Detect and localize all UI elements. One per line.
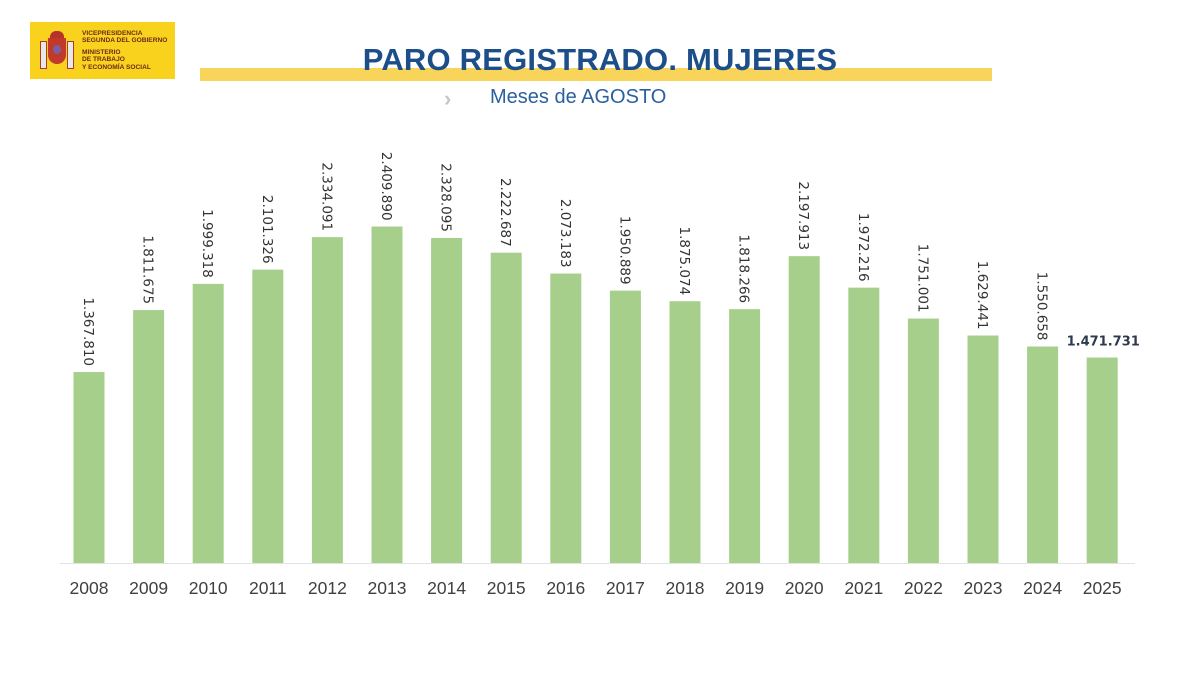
x-tick-label: 2020 [785,578,824,598]
chart-title: PARO REGISTRADO. MUJERES [362,42,838,77]
x-tick-label: 2016 [546,578,585,598]
ministry-logo: VICEPRESIDENCIA SEGUNDA DEL GOBIERNO MINI… [30,22,175,79]
data-label-2014: 2.328.095 [438,163,454,232]
bar-2016 [550,273,582,563]
bar-2012 [311,237,343,563]
x-tick-label: 2010 [189,578,228,598]
bar-2024 [1027,346,1059,563]
data-label-2010: 1.999.318 [199,209,215,278]
bar-2010 [192,283,224,563]
x-tick-label: 2025 [1083,578,1122,598]
data-label-2020: 2.197.913 [795,181,811,250]
x-tick-label: 2014 [427,578,466,598]
x-tick-label: 2022 [904,578,943,598]
x-tick-label: 2024 [1023,578,1062,598]
title-highlight-band [200,68,992,81]
bar-2008 [73,372,105,563]
logo-text-ministerio: MINISTERIO DE TRABAJO Y ECONOMÍA SOCIAL [82,49,151,71]
bar-2018 [669,301,701,563]
bar-2022 [907,318,939,563]
data-label-2025: 1.471.731 [1067,335,1140,350]
x-tick-label: 2017 [606,578,645,598]
x-tick-label: 2011 [249,578,287,598]
bar-2017 [609,290,641,563]
data-label-2023: 1.629.441 [974,261,990,330]
bar-2023 [967,335,999,563]
data-label-2015: 2.222.687 [497,178,513,247]
data-label-2008: 1.367.810 [80,297,96,366]
bar-2013 [371,226,403,563]
logo-text-vicepresidencia: VICEPRESIDENCIA SEGUNDA DEL GOBIERNO [82,30,168,45]
data-label-2022: 1.751.001 [914,244,930,313]
x-tick-label: 2008 [70,578,109,598]
x-tick-label: 2009 [129,578,168,598]
data-label-2017: 1.950.889 [616,216,632,285]
data-label-2012: 2.334.091 [318,162,334,231]
x-tick-label: 2013 [368,578,407,598]
x-tick-label: 2018 [666,578,705,598]
x-tick-label: 2015 [487,578,526,598]
bar-2025 [1086,357,1118,563]
bar-2019 [729,309,761,563]
x-tick-label: 2023 [964,578,1003,598]
data-label-2009: 1.811.675 [140,235,156,304]
bar-2020 [788,256,820,563]
bar-2021 [848,287,880,563]
bar-2015 [490,252,522,563]
data-label-2011: 2.101.326 [259,195,275,264]
bar-2009 [133,310,165,563]
data-label-2019: 1.818.266 [736,234,752,303]
data-label-2016: 2.073.183 [557,199,573,268]
coat-of-arms-icon [40,31,74,71]
data-label-2018: 1.875.074 [676,226,692,295]
chart-subtitle: Meses de AGOSTO [490,86,667,108]
bar-2011 [252,269,284,563]
data-label-2021: 1.972.216 [855,213,871,282]
bar-2014 [431,237,463,563]
data-label-2024: 1.550.658 [1034,272,1050,341]
chevron-right-icon: › [444,86,452,111]
data-label-2013: 2.409.890 [378,152,394,221]
x-tick-label: 2019 [725,578,764,598]
x-tick-label: 2012 [308,578,347,598]
x-tick-label: 2021 [844,578,883,598]
